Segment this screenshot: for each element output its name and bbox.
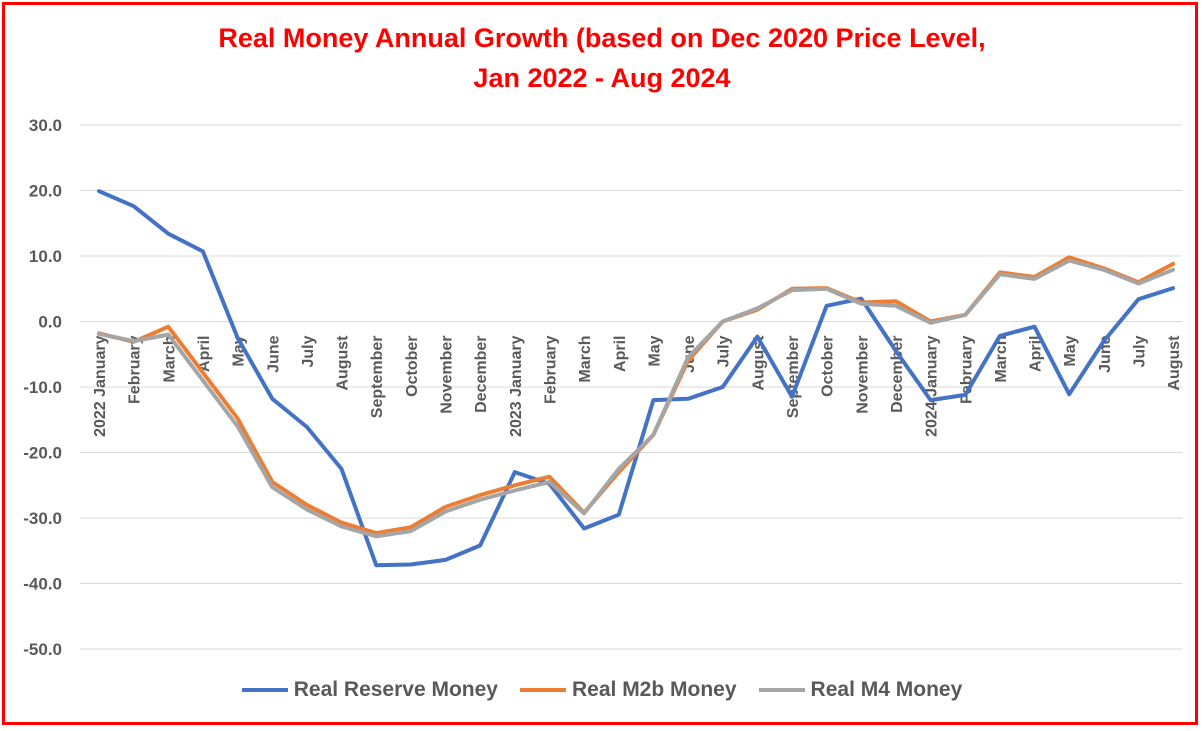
x-tick-label: July <box>1132 335 1149 367</box>
legend-swatch-m2b-money <box>520 688 566 692</box>
x-tick-label: July <box>716 335 733 367</box>
y-tick-label: -50.0 <box>23 640 62 659</box>
legend-item-m2b-money: Real M2b Money <box>520 678 737 702</box>
legend-item-reserve-money: Real Reserve Money <box>241 678 498 702</box>
chart-title-line-1: Real Money Annual Growth (based on Dec 2… <box>218 23 986 53</box>
x-tick-label: October <box>404 336 421 397</box>
y-tick-label: 20.0 <box>29 182 62 201</box>
legend-item-m4-money: Real M4 Money <box>758 678 963 702</box>
x-tick-label: September <box>369 336 386 419</box>
y-tick-label: 0.0 <box>38 313 62 332</box>
x-tick-label: 2023 January <box>508 335 525 437</box>
x-tick-label: October <box>820 336 837 397</box>
x-tick-label: July <box>300 335 317 367</box>
x-tick-label: 2024 January <box>924 335 941 437</box>
chart-title: Real Money Annual Growth (based on Dec 2… <box>0 18 1204 98</box>
y-tick-label: -10.0 <box>23 378 62 397</box>
x-tick-label: April <box>1028 336 1045 372</box>
x-tick-label: March <box>577 336 594 383</box>
legend-label-reserve-money: Real Reserve Money <box>293 678 498 701</box>
y-tick-label: -20.0 <box>23 444 62 463</box>
y-tick-label: -30.0 <box>23 509 62 528</box>
legend-swatch-m4-money <box>758 688 805 692</box>
x-tick-label: December <box>889 336 906 413</box>
y-tick-label: -40.0 <box>23 575 62 594</box>
series-line-reserve-money <box>97 189 1176 568</box>
x-tick-label: April <box>612 336 629 372</box>
y-tick-label: 30.0 <box>29 116 62 135</box>
x-tick-label: June <box>265 335 282 372</box>
x-tick-label: April <box>196 336 213 372</box>
x-tick-label: May <box>1062 335 1079 366</box>
legend-label-m2b-money: Real M2b Money <box>572 678 737 701</box>
x-tick-label: March <box>993 336 1010 383</box>
x-tick-label: November <box>439 336 456 414</box>
x-tick-label: December <box>473 336 490 413</box>
x-tick-label: May <box>231 335 248 366</box>
series-line-m4-money <box>97 258 1176 539</box>
x-tick-label: August <box>335 335 352 391</box>
x-tick-label: February <box>542 335 559 404</box>
legend-label-m4-money: Real M4 Money <box>810 678 963 701</box>
x-tick-label: August <box>1166 335 1183 391</box>
legend-swatch-reserve-money <box>241 688 288 692</box>
x-tick-label: March <box>161 336 178 383</box>
x-tick-label: May <box>646 335 663 366</box>
y-tick-label: 10.0 <box>29 247 62 266</box>
x-tick-label: September <box>785 336 802 419</box>
x-tick-label: 2022 January <box>92 335 109 437</box>
chart-legend: Real Reserve Money Real M2b Money Real M… <box>0 678 1204 702</box>
chart-title-line-2: Jan 2022 - Aug 2024 <box>473 63 731 93</box>
x-tick-label: November <box>854 336 871 414</box>
series-line-m2b-money <box>97 255 1176 536</box>
x-tick-label: February <box>127 335 144 404</box>
